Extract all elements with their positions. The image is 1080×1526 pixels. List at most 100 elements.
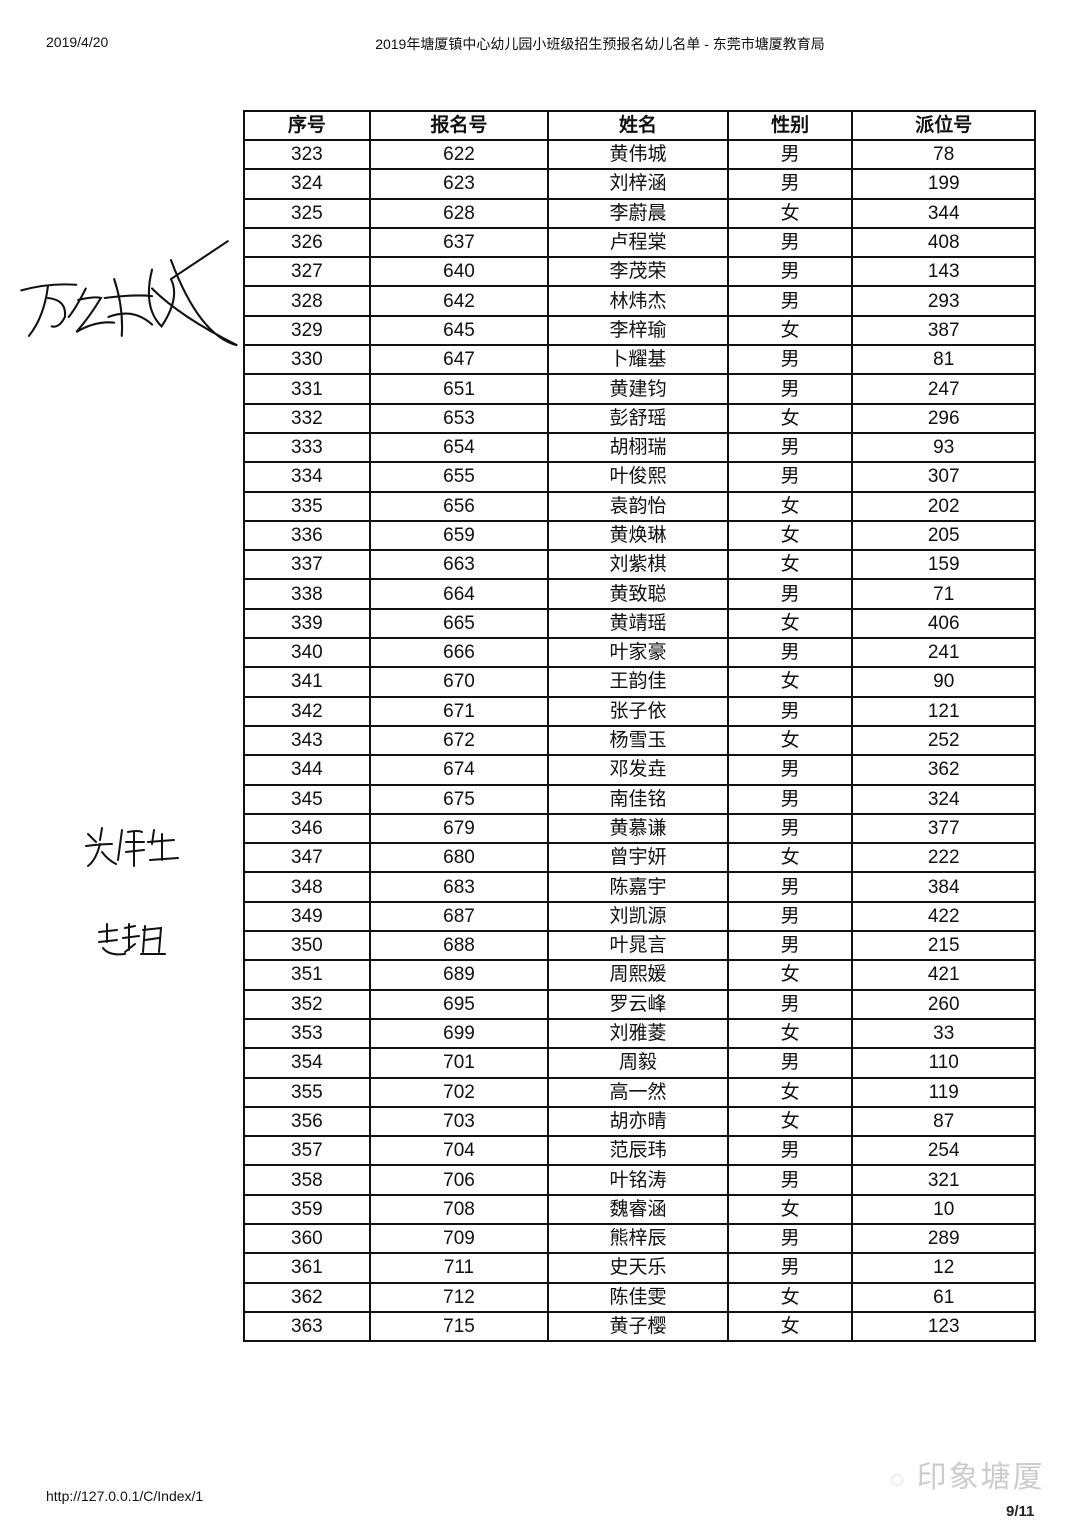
table-row: 326 637 卢程棠男 408 bbox=[243, 226, 1036, 259]
cell-lottery-no: 202 bbox=[851, 490, 1036, 522]
cell-name: 刘雅菱 bbox=[547, 1017, 729, 1050]
cell-lottery-no: 71 bbox=[851, 578, 1036, 610]
cell-name: 叶铭涛 bbox=[547, 1164, 729, 1196]
cell-gender: 女 bbox=[726, 1105, 854, 1138]
cell-lottery-no: 121 bbox=[851, 695, 1036, 727]
cell-name: 史天乐 bbox=[547, 1252, 729, 1284]
cell-registration-no: 663 bbox=[368, 549, 550, 581]
table-row: 363 715 黄子樱女 123 bbox=[243, 1310, 1036, 1343]
cell-registration-no: 671 bbox=[368, 695, 550, 727]
cell-registration-no: 654 bbox=[368, 431, 550, 464]
cell-index: 340 bbox=[243, 637, 371, 669]
cell-index: 326 bbox=[243, 226, 371, 259]
cell-registration-no: 679 bbox=[368, 812, 550, 845]
cell-gender: 女 bbox=[726, 842, 854, 874]
table-row: 352 695 罗云峰男 260 bbox=[243, 988, 1036, 1020]
cell-name: 张子依 bbox=[547, 695, 729, 727]
cell-registration-no: 656 bbox=[368, 490, 550, 522]
cell-lottery-no: 33 bbox=[851, 1017, 1036, 1050]
cell-lottery-no: 199 bbox=[851, 168, 1036, 200]
cell-gender: 男 bbox=[726, 637, 854, 669]
cell-gender: 男 bbox=[726, 373, 854, 405]
cell-registration-no: 699 bbox=[368, 1017, 550, 1050]
cell-index: 356 bbox=[243, 1105, 371, 1138]
page-title: 2019年塘厦镇中心幼儿园小班级招生预报名幼儿名单 - 东莞市塘厦教育局 bbox=[375, 36, 825, 52]
cell-gender: 女 bbox=[726, 314, 854, 347]
cell-gender: 男 bbox=[726, 1047, 854, 1079]
cell-lottery-no: 222 bbox=[851, 842, 1036, 874]
cell-name: 黄致聪 bbox=[547, 578, 729, 610]
cell-registration-no: 664 bbox=[368, 578, 550, 610]
cell-index: 362 bbox=[243, 1281, 371, 1313]
cell-gender: 男 bbox=[726, 783, 854, 815]
cell-index: 327 bbox=[243, 256, 371, 288]
table-row: 332 653 彭舒瑶女 296 bbox=[243, 402, 1036, 434]
cell-lottery-no: 422 bbox=[851, 900, 1036, 933]
cell-gender: 女 bbox=[726, 490, 854, 522]
table-row: 359 708 魏睿涵女 10 bbox=[243, 1193, 1036, 1225]
cell-lottery-no: 123 bbox=[851, 1310, 1036, 1343]
cell-registration-no: 645 bbox=[368, 314, 550, 347]
cell-lottery-no: 10 bbox=[851, 1193, 1036, 1225]
cell-index: 358 bbox=[243, 1164, 371, 1196]
cell-lottery-no: 12 bbox=[851, 1252, 1036, 1284]
cell-lottery-no: 93 bbox=[851, 431, 1036, 464]
cell-lottery-no: 289 bbox=[851, 1222, 1036, 1255]
cell-index: 351 bbox=[243, 959, 371, 991]
cell-name: 胡亦晴 bbox=[547, 1105, 729, 1138]
cell-gender: 女 bbox=[726, 1076, 854, 1108]
table-row: 337 663 刘紫棋女 159 bbox=[243, 549, 1036, 581]
cell-registration-no: 711 bbox=[368, 1252, 550, 1284]
cell-registration-no: 683 bbox=[368, 871, 550, 903]
table-row: 328 642 林炜杰男 293 bbox=[243, 285, 1036, 317]
cell-registration-no: 655 bbox=[368, 461, 550, 493]
cell-name: 李蔚晨 bbox=[547, 197, 729, 229]
cell-registration-no: 675 bbox=[368, 783, 550, 815]
table-row: 329 645 李梓瑜女 387 bbox=[243, 314, 1036, 347]
cell-registration-no: 688 bbox=[368, 930, 550, 962]
cell-index: 345 bbox=[243, 783, 371, 815]
table-row: 346 679 黄慕谦男 377 bbox=[243, 812, 1036, 845]
table-row: 330 647 卜耀基男 81 bbox=[243, 344, 1036, 376]
cell-name: 陈嘉宇 bbox=[547, 871, 729, 903]
cell-index: 330 bbox=[243, 344, 371, 376]
cell-gender: 女 bbox=[726, 666, 854, 698]
cell-lottery-no: 362 bbox=[851, 754, 1036, 786]
table-row: 342 671 张子依男 121 bbox=[243, 695, 1036, 727]
table-row: 356 703 胡亦晴女 87 bbox=[243, 1105, 1036, 1138]
cell-gender: 男 bbox=[726, 1222, 854, 1255]
cell-registration-no: 647 bbox=[368, 344, 550, 376]
cell-name: 黄靖瑶 bbox=[547, 607, 729, 640]
table-row: 336 659 黄焕琳女 205 bbox=[243, 519, 1036, 552]
cell-lottery-no: 90 bbox=[851, 666, 1036, 698]
table-row: 361 711 史天乐男 12 bbox=[243, 1252, 1036, 1284]
table-row: 349 687 刘凯源男 422 bbox=[243, 900, 1036, 933]
cell-registration-no: 680 bbox=[368, 842, 550, 874]
cell-registration-no: 670 bbox=[368, 666, 550, 698]
table-row: 339 665 黄靖瑶女 406 bbox=[243, 607, 1036, 640]
cell-name: 周熙媛 bbox=[547, 959, 729, 991]
cell-name: 黄伟城 bbox=[547, 138, 729, 171]
column-header-registration-no: 报名号 bbox=[368, 110, 550, 141]
cell-registration-no: 715 bbox=[368, 1310, 550, 1343]
cell-name: 胡栩瑞 bbox=[547, 431, 729, 464]
watermark-text: 印象塘厦 bbox=[916, 1461, 1045, 1494]
footer-url: http://127.0.0.1/C/Index/1 bbox=[46, 1488, 204, 1504]
cell-lottery-no: 119 bbox=[851, 1076, 1036, 1108]
cell-gender: 男 bbox=[726, 1135, 854, 1167]
cell-lottery-no: 61 bbox=[851, 1281, 1036, 1313]
print-date: 2019/4/20 bbox=[46, 34, 109, 50]
cell-lottery-no: 260 bbox=[851, 988, 1036, 1020]
cell-index: 357 bbox=[243, 1135, 371, 1167]
cell-index: 349 bbox=[243, 900, 371, 933]
cell-name: 李梓瑜 bbox=[547, 314, 729, 347]
cell-gender: 女 bbox=[726, 607, 854, 640]
cell-index: 348 bbox=[243, 871, 371, 903]
cell-gender: 男 bbox=[726, 1164, 854, 1196]
cell-index: 325 bbox=[243, 197, 371, 229]
cell-index: 332 bbox=[243, 402, 371, 434]
cell-registration-no: 712 bbox=[368, 1281, 550, 1313]
cell-gender: 男 bbox=[726, 754, 854, 786]
cell-index: 361 bbox=[243, 1252, 371, 1284]
cell-name: 林炜杰 bbox=[547, 285, 729, 317]
